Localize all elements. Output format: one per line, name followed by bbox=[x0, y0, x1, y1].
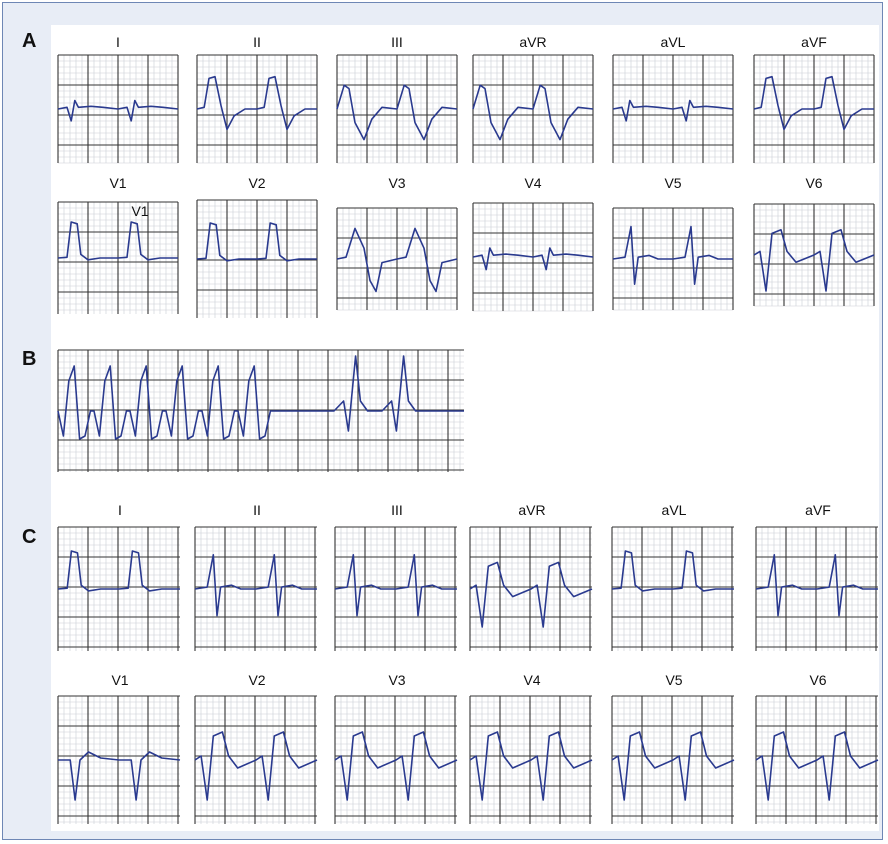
lead-a-v6-label: V6 bbox=[805, 175, 822, 191]
lead-a-v3-trace bbox=[336, 227, 458, 293]
lead-a-v6-trace bbox=[753, 229, 875, 292]
lead-a-v1-inset-label: V1 bbox=[131, 203, 148, 219]
lead-a-v4: V4 bbox=[472, 175, 594, 312]
lead-a-iii: III bbox=[336, 34, 458, 164]
lead-c-ii-trace bbox=[194, 553, 317, 617]
lead-a-avr-label: aVR bbox=[519, 34, 546, 50]
lead-a-avr: aVR bbox=[472, 34, 594, 164]
lead-c-avl-label: aVL bbox=[662, 502, 687, 518]
lead-c-i-trace bbox=[57, 550, 180, 592]
lead-a-v4-label: V4 bbox=[524, 175, 541, 191]
lead-c-v1: V1 bbox=[57, 672, 181, 824]
lead-a-i-label: I bbox=[116, 34, 120, 50]
lead-a-i: I bbox=[57, 34, 179, 164]
lead-a-iii-label: III bbox=[391, 34, 403, 50]
lead-c-v6-label: V6 bbox=[809, 672, 826, 688]
lead-a-v2-label: V2 bbox=[248, 175, 265, 191]
lead-c-i-label: I bbox=[118, 502, 122, 518]
lead-a-avl-label: aVL bbox=[661, 34, 686, 50]
lead-c-avr-trace bbox=[469, 561, 593, 628]
lead-c-v3-label: V3 bbox=[388, 672, 405, 688]
lead-a-v6: V6 bbox=[753, 175, 875, 307]
lead-c-iii: III bbox=[334, 502, 457, 651]
lead-c-v2-trace bbox=[194, 731, 318, 801]
lead-c-v1-trace bbox=[58, 751, 181, 801]
lead-a-v3-label: V3 bbox=[388, 175, 405, 191]
lead-a-v5-label: V5 bbox=[664, 175, 681, 191]
lead-a-avf: aVF bbox=[753, 34, 875, 164]
lead-a-ii-trace bbox=[196, 75, 317, 131]
rhythm-strip-b-trace bbox=[57, 355, 464, 440]
lead-c-v4: V4 bbox=[469, 672, 593, 824]
lead-c-ii: II bbox=[194, 502, 317, 651]
section-label-a: A bbox=[22, 30, 37, 52]
lead-c-i: I bbox=[57, 502, 180, 651]
lead-c-v3-trace bbox=[334, 731, 458, 801]
lead-c-ii-label: II bbox=[253, 502, 261, 518]
lead-c-v1-label: V1 bbox=[111, 672, 128, 688]
lead-a-avf-trace bbox=[753, 75, 874, 131]
lead-c-avl: aVL bbox=[611, 502, 734, 651]
lead-c-v5-label: V5 bbox=[665, 672, 682, 688]
lead-a-v1-label: V1 bbox=[109, 175, 126, 191]
lead-a-v2: V2 bbox=[196, 175, 318, 318]
lead-c-v5: V5 bbox=[611, 672, 735, 824]
lead-c-v4-label: V4 bbox=[523, 672, 540, 688]
lead-c-avl-trace bbox=[611, 550, 734, 592]
lead-c-v2-label: V2 bbox=[248, 672, 265, 688]
lead-a-v3: V3 bbox=[336, 175, 458, 311]
lead-c-v4-trace bbox=[469, 731, 593, 801]
lead-c-avf-trace bbox=[755, 553, 878, 617]
section-label-b: B bbox=[22, 348, 37, 370]
lead-c-v6: V6 bbox=[755, 672, 879, 824]
lead-c-avr-label: aVR bbox=[518, 502, 545, 518]
rhythm-strip-b bbox=[57, 349, 464, 472]
lead-a-v5-trace bbox=[612, 225, 733, 286]
lead-a-i-trace bbox=[57, 99, 179, 122]
lead-a-ii: II bbox=[196, 34, 318, 164]
lead-c-v2: V2 bbox=[194, 672, 318, 824]
lead-a-v1-trace bbox=[57, 221, 178, 261]
lead-a-ii-label: II bbox=[253, 34, 261, 50]
lead-a-v4-trace bbox=[472, 247, 594, 271]
lead-a-avl-trace bbox=[612, 99, 734, 122]
section-label-c: C bbox=[22, 526, 37, 548]
lead-a-v1: V1 bbox=[57, 175, 179, 314]
lead-c-avf: aVF bbox=[755, 502, 878, 651]
lead-c-iii-trace bbox=[334, 553, 457, 617]
lead-a-avf-label: aVF bbox=[801, 34, 827, 50]
lead-c-v3: V3 bbox=[334, 672, 458, 824]
lead-a-v5: V5 bbox=[612, 175, 734, 311]
lead-c-v6-trace bbox=[755, 731, 879, 801]
lead-c-iii-label: III bbox=[391, 502, 403, 518]
lead-c-avr: aVR bbox=[469, 502, 593, 651]
lead-a-v2-trace bbox=[196, 222, 317, 262]
lead-a-avr-trace bbox=[472, 84, 594, 141]
lead-c-v5-trace bbox=[611, 731, 735, 801]
lead-c-avf-label: aVF bbox=[805, 502, 831, 518]
lead-a-iii-trace bbox=[336, 84, 458, 141]
lead-a-avl: aVL bbox=[612, 34, 734, 164]
